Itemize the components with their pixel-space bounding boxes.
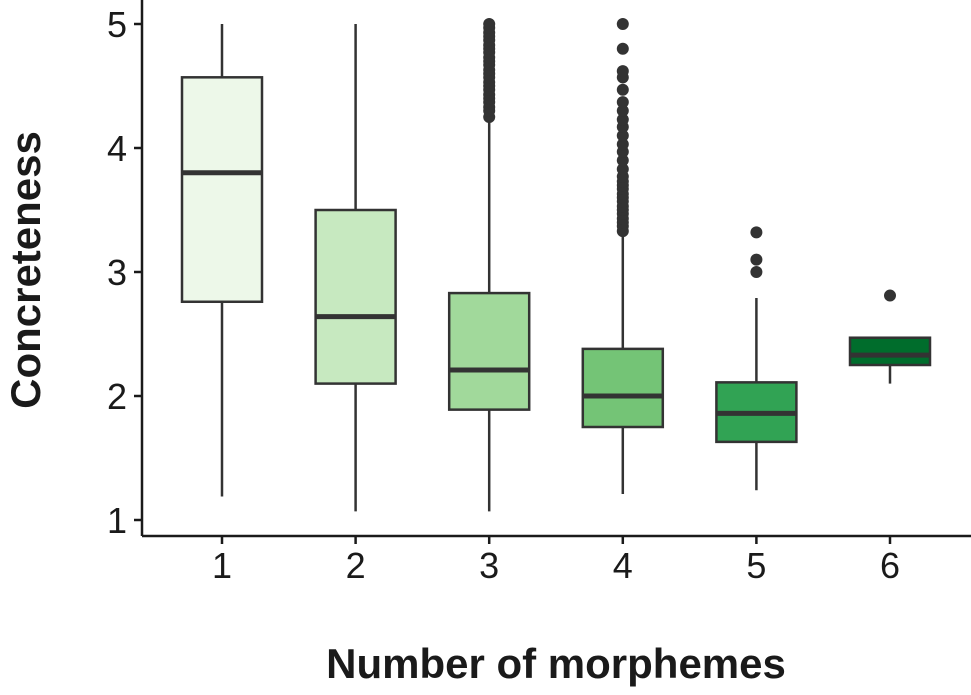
box-group-6 bbox=[848, 289, 932, 384]
x-tick-label: 5 bbox=[746, 545, 766, 586]
y-tick-label: 3 bbox=[107, 252, 127, 293]
outlier-point bbox=[616, 65, 629, 78]
box-group-3 bbox=[447, 18, 531, 512]
outlier-point bbox=[616, 42, 629, 55]
outlier-point bbox=[616, 18, 629, 30]
box-group-4 bbox=[581, 18, 665, 494]
outlier-point bbox=[616, 96, 629, 109]
outlier-point bbox=[616, 154, 629, 167]
tick-labels: 1 2 3 4 5 6 1 2 3 4 5 bbox=[107, 4, 900, 586]
outlier-point bbox=[616, 113, 629, 126]
box-group-5 bbox=[715, 226, 798, 491]
x-tick-label: 3 bbox=[479, 545, 499, 586]
y-tick-label: 5 bbox=[107, 4, 127, 45]
x-tick-label: 6 bbox=[880, 545, 900, 586]
x-tick-label: 2 bbox=[346, 545, 366, 586]
y-axis-title: Concreteness bbox=[2, 131, 49, 409]
axes bbox=[140, 0, 971, 538]
box bbox=[180, 76, 264, 304]
outlier-point bbox=[750, 226, 763, 239]
x-tick-label: 1 bbox=[212, 545, 232, 586]
box bbox=[447, 291, 531, 411]
y-tick-label: 1 bbox=[107, 500, 127, 541]
outlier-point bbox=[884, 289, 896, 302]
box bbox=[848, 336, 932, 367]
outlier-point bbox=[483, 18, 496, 30]
x-axis-title: Number of morphemes bbox=[326, 640, 786, 687]
box-group-2 bbox=[314, 24, 397, 512]
y-tick-label: 4 bbox=[107, 128, 127, 169]
outlier-point bbox=[616, 163, 629, 176]
plot-area bbox=[180, 18, 932, 512]
outlier-point bbox=[750, 253, 763, 266]
outlier-point bbox=[616, 129, 629, 142]
y-tick-label: 2 bbox=[107, 376, 127, 417]
x-tick-label: 4 bbox=[613, 545, 633, 586]
box bbox=[314, 208, 397, 385]
outlier-point bbox=[616, 83, 629, 96]
outlier-point bbox=[750, 266, 763, 278]
box-group-1 bbox=[180, 24, 264, 497]
outlier-point bbox=[616, 104, 629, 117]
outlier-point bbox=[616, 138, 629, 151]
box bbox=[581, 347, 665, 429]
